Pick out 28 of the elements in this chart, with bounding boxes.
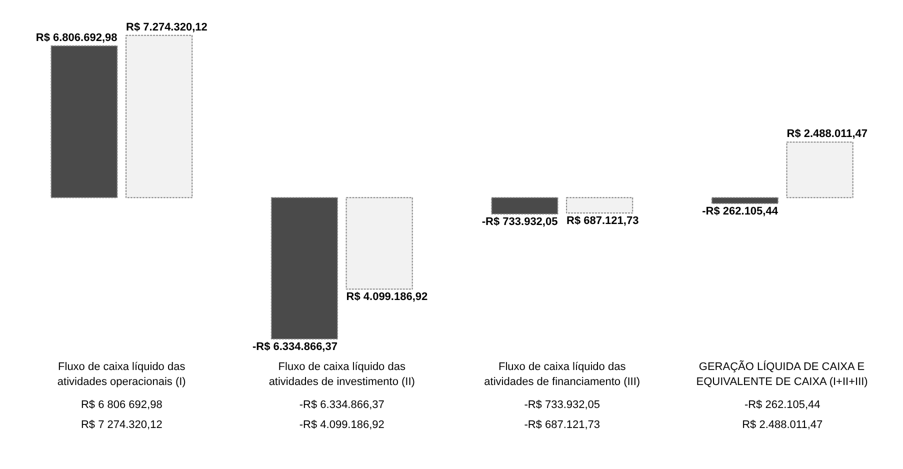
bar xyxy=(491,197,558,215)
x-tick-label: Fluxo de caixa líquido das atividades operacionais (I) xyxy=(57,360,186,388)
text: R$ 6 806 692,98 xyxy=(80,398,162,411)
data-label: R$ 7.274.320,12 xyxy=(126,21,208,34)
text: R$ 2.488.011,47 xyxy=(742,418,823,431)
text: -R$ 4.099.186,92 xyxy=(299,418,384,431)
text: -R$ 6.334.866,37 xyxy=(299,398,384,411)
bar xyxy=(346,197,413,290)
data-label: R$ 687.121,73 xyxy=(566,214,639,227)
text: R$ 7 274.320,12 xyxy=(80,418,162,431)
data-label: R$ 2.488.011,47 xyxy=(786,128,868,140)
bar xyxy=(50,45,118,198)
bar xyxy=(711,197,778,204)
text: -R$ 262.105,44 xyxy=(744,398,820,411)
data-label: -R$ 733.932,05 xyxy=(482,216,558,228)
bar xyxy=(786,142,854,198)
data-label: R$ 6.806.692,98 xyxy=(36,32,118,44)
x-tick-label: Fluxo de caixa líquido das atividades de financiamento (III) xyxy=(484,360,640,388)
x-tick-label: GERAÇÃO LÍQUIDA DE CAIXA E EQUIVALENTE DE CAIXA (I+II+III) xyxy=(696,360,868,388)
bar xyxy=(126,34,193,198)
bar xyxy=(270,197,338,340)
text: -R$ 733.932,05 xyxy=(524,398,600,411)
data-label: -R$ 262.105,44 xyxy=(702,206,779,218)
text: -R$ 687.121,73 xyxy=(524,418,600,431)
x-tick-label: Fluxo de caixa líquido das atividades de investimento (II) xyxy=(268,360,415,388)
bar xyxy=(566,197,634,214)
data-label: -R$ 6.334.866,37 xyxy=(252,340,338,353)
data-label: R$ 4.099.186,92 xyxy=(346,291,428,304)
